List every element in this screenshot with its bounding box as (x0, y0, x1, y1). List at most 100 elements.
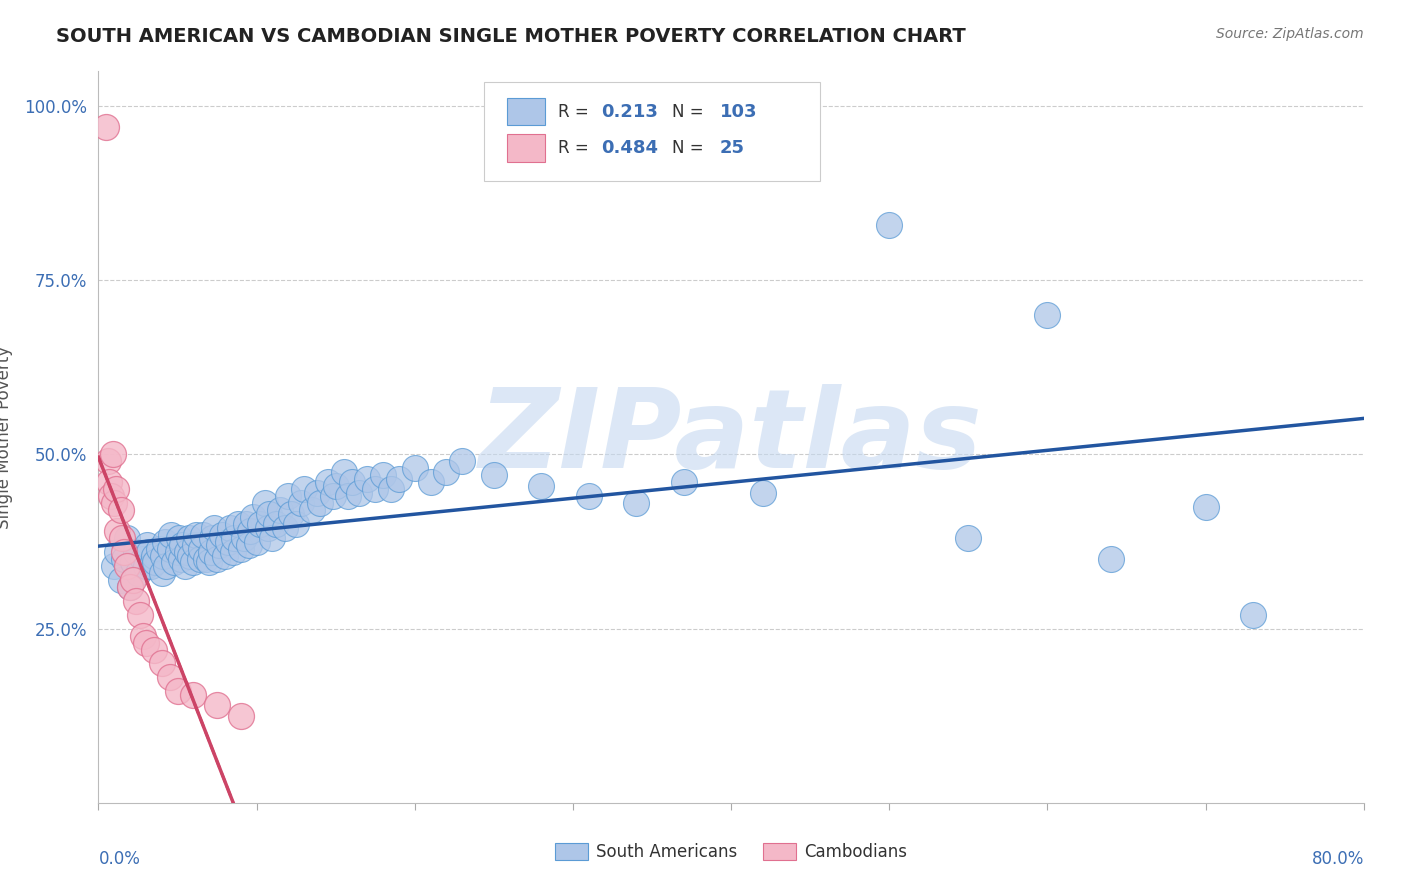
Point (150, 657, 173, 671)
Text: SOUTH AMERICAN VS CAMBODIAN SINGLE MOTHER POVERTY CORRELATION CHART: SOUTH AMERICAN VS CAMBODIAN SINGLE MOTHE… (56, 27, 966, 45)
Point (235, 517, 257, 532)
Point (222, 545, 245, 559)
Point (274, 521, 297, 535)
Text: 103: 103 (720, 103, 758, 120)
Point (155, 558, 177, 573)
Point (305, 485, 328, 500)
Bar (508, 98, 546, 126)
Point (208, 538, 231, 552)
Point (226, 517, 249, 532)
Point (340, 475, 363, 490)
Point (191, 527, 214, 541)
Point (128, 607, 150, 622)
Point (337, 489, 360, 503)
Point (152, 549, 174, 563)
Point (224, 531, 246, 545)
Text: R =: R = (558, 103, 593, 120)
Point (217, 534, 239, 549)
Point (132, 552, 155, 566)
Text: Source: ZipAtlas.com: Source: ZipAtlas.com (1216, 27, 1364, 41)
Point (122, 556, 145, 570)
Point (174, 558, 197, 573)
Point (239, 524, 262, 538)
Point (176, 545, 198, 559)
Point (107, 545, 129, 559)
Point (229, 708, 252, 723)
Point (183, 556, 205, 570)
Point (238, 538, 260, 552)
Point (578, 489, 600, 503)
Point (111, 531, 134, 545)
Point (142, 549, 165, 563)
Point (205, 698, 228, 713)
Point (316, 475, 339, 490)
Point (125, 594, 148, 608)
Point (364, 483, 387, 497)
FancyBboxPatch shape (484, 82, 820, 181)
Text: N =: N = (672, 139, 709, 157)
Point (166, 545, 188, 559)
Point (201, 531, 224, 545)
Text: 25: 25 (720, 139, 745, 157)
Point (188, 552, 211, 566)
Point (1099, 552, 1122, 566)
Legend: South Americans, Cambodians: South Americans, Cambodians (548, 836, 914, 868)
Text: 0.213: 0.213 (600, 103, 658, 120)
Point (388, 472, 411, 486)
Point (163, 556, 186, 570)
Point (153, 534, 176, 549)
Point (107, 524, 129, 538)
Point (186, 527, 208, 541)
Point (264, 517, 287, 532)
Point (136, 538, 159, 552)
Point (249, 517, 271, 532)
Point (301, 503, 323, 517)
Point (246, 534, 269, 549)
Point (167, 531, 190, 545)
Point (101, 448, 124, 462)
Point (436, 465, 458, 479)
Point (125, 545, 148, 559)
Point (115, 531, 138, 545)
Point (404, 461, 426, 475)
Text: N =: N = (672, 103, 709, 120)
Text: 0.0%: 0.0% (98, 850, 141, 868)
Point (96, 120, 118, 134)
Point (138, 545, 160, 559)
Point (309, 496, 332, 510)
Point (1194, 500, 1216, 514)
Point (202, 521, 225, 535)
Point (139, 558, 162, 573)
Point (751, 485, 773, 500)
Point (321, 489, 344, 503)
Point (211, 527, 233, 541)
Point (672, 475, 695, 490)
Point (110, 503, 132, 517)
Point (419, 475, 441, 490)
Point (97, 454, 120, 468)
Point (325, 479, 347, 493)
Point (356, 472, 378, 486)
Point (233, 531, 256, 545)
Point (135, 558, 157, 573)
Point (262, 531, 284, 545)
Point (104, 483, 127, 497)
Point (100, 489, 122, 503)
Point (183, 688, 205, 702)
Point (277, 489, 299, 503)
Point (103, 496, 125, 510)
Point (142, 642, 165, 657)
Point (451, 454, 474, 468)
Point (98, 475, 121, 490)
Point (371, 468, 394, 483)
Text: R =: R = (558, 139, 593, 157)
Point (380, 483, 402, 497)
Point (214, 549, 236, 563)
Point (127, 566, 149, 580)
Point (184, 538, 207, 552)
Point (135, 635, 157, 649)
Point (200, 545, 222, 559)
Point (166, 684, 188, 698)
Point (148, 541, 170, 556)
Bar (508, 135, 546, 162)
